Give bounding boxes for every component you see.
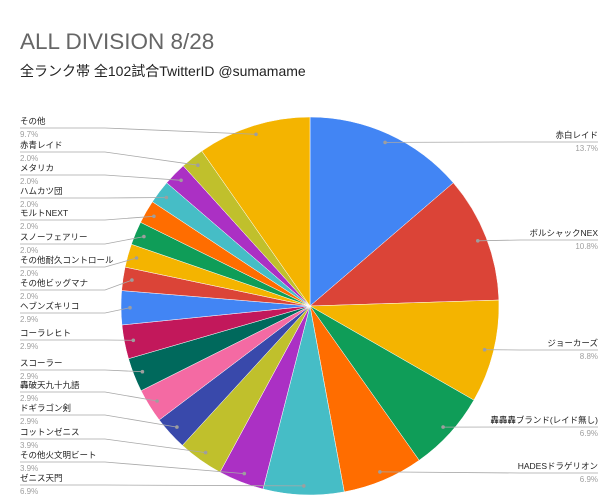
chart-subtitle: 全ランク帯 全102試合TwitterID @sumamame	[20, 63, 306, 79]
pie-slice	[201, 116, 311, 307]
slice-percent: 2.9%	[20, 372, 38, 381]
pie-slices	[120, 116, 500, 496]
leader-line	[20, 151, 198, 166]
leader-line	[20, 279, 133, 291]
slice-percent: 6.9%	[20, 487, 38, 496]
leader-line	[379, 471, 598, 474]
pie-slice	[309, 182, 500, 307]
leader-line	[20, 174, 182, 181]
slice-label: スコーラー	[20, 358, 63, 368]
slice-percent: 3.9%	[20, 464, 38, 473]
slice-percent: 2.0%	[20, 154, 38, 163]
leader-line	[477, 239, 598, 242]
slice-label: コーラレヒト	[20, 328, 71, 338]
leader-dot	[155, 399, 159, 403]
leader-dot	[383, 140, 387, 145]
leader-dot	[441, 425, 445, 429]
slice-percent: 2.0%	[20, 269, 38, 278]
slice-percent: 2.0%	[20, 222, 38, 231]
slice-label: HADESドラゲリオン	[518, 461, 598, 471]
leader-line	[20, 236, 144, 245]
leader-dot	[302, 484, 306, 488]
leader-line	[20, 391, 158, 402]
slice-label: その他火文明ビート	[20, 450, 97, 460]
slice-label: スノーフェアリー	[20, 232, 88, 242]
leader-dot	[128, 305, 132, 310]
slice-label: ジョーカーズ	[547, 338, 598, 348]
slice-percent: 2.9%	[20, 315, 38, 324]
leader-dot	[152, 214, 156, 219]
slice-labels: 赤白レイド 13.7% ボルシャックNEX 10.8% ジョーカーズ 8.8% 轟轟轟ブラン…	[20, 116, 598, 496]
slice-label: コットンゼニス	[20, 427, 80, 437]
slice-label: 轟破天九十九語	[20, 380, 80, 390]
leader-dot	[482, 347, 487, 352]
leader-line	[20, 461, 245, 474]
leader-line	[20, 369, 143, 373]
slice-percent: 2.9%	[20, 417, 38, 426]
slice-label: その他	[20, 116, 46, 126]
leader-dot	[476, 239, 480, 243]
slice-percent: 2.9%	[20, 394, 38, 403]
slice-label: その他ビッグマナ	[20, 278, 88, 288]
leader-line	[20, 484, 304, 487]
leader-line	[20, 257, 137, 268]
leader-dot	[140, 369, 145, 374]
leader-dot	[142, 234, 146, 239]
leader-line	[20, 438, 206, 453]
slice-label: 赤白レイド	[555, 130, 598, 140]
chart-title: ALL DIVISION 8/28	[20, 29, 214, 54]
slice-percent: 2.0%	[20, 200, 38, 209]
leader-line	[20, 127, 257, 135]
slice-percent: 2.0%	[20, 246, 38, 255]
slice-label: 赤青レイド	[20, 140, 63, 150]
slice-percent: 10.8%	[575, 242, 598, 251]
slice-percent: 6.9%	[580, 429, 598, 438]
slice-label: ヘブンズキリコ	[20, 301, 79, 311]
pie-slice	[309, 299, 500, 401]
leader-dot	[134, 256, 139, 260]
leader-dot	[254, 132, 258, 137]
leader-lines	[20, 127, 598, 488]
leader-dot	[130, 278, 134, 282]
slice-percent: 6.9%	[580, 475, 598, 484]
slice-percent: 3.9%	[20, 441, 38, 450]
leader-dot	[164, 195, 169, 200]
slice-percent: 9.7%	[20, 130, 38, 139]
slice-label: モルトNEXT	[20, 208, 68, 218]
leader-dot	[175, 425, 179, 429]
slice-label: その他耐久コントロール	[20, 255, 114, 265]
leader-line	[20, 215, 154, 221]
slice-percent: 2.9%	[20, 342, 38, 351]
leader-dot	[378, 470, 382, 474]
leader-line	[20, 197, 167, 199]
leader-dot	[196, 163, 200, 167]
leader-dot	[131, 338, 136, 343]
leader-dot	[203, 450, 208, 455]
slice-percent: 2.0%	[20, 292, 38, 301]
slice-percent: 2.0%	[20, 177, 38, 186]
slice-percent: 8.8%	[580, 352, 598, 361]
slice-label: ドギラゴン剣	[20, 403, 71, 413]
leader-line	[20, 414, 177, 428]
slice-label: メタリカ	[20, 163, 54, 173]
slice-label: ボルシャックNEX	[530, 228, 599, 238]
slice-percent: 13.7%	[575, 144, 598, 153]
leader-dot	[242, 471, 247, 476]
leader-dot	[179, 178, 183, 183]
slice-label: ゼニス天門	[20, 473, 63, 483]
slice-label: 轟轟轟ブランド(レイド無し)	[490, 415, 598, 425]
leader-line	[20, 307, 131, 314]
pie-slice	[309, 116, 454, 307]
slice-label: ハムカツ団	[20, 186, 63, 196]
